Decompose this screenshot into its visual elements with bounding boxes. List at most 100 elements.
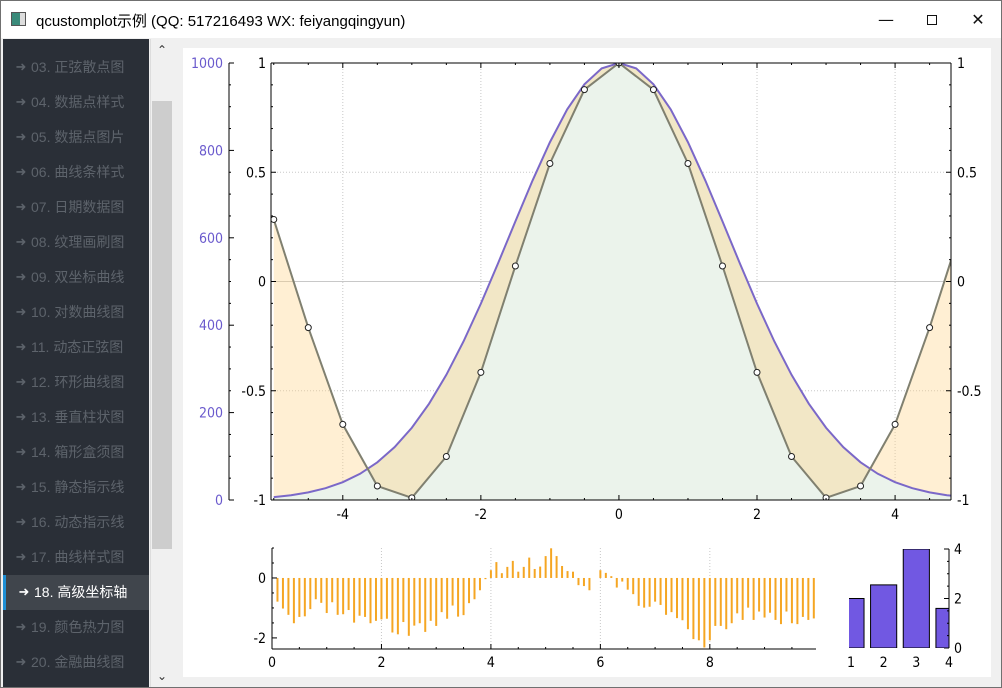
- sidebar-item[interactable]: ➜ 12. 环形曲线图: [3, 365, 149, 400]
- sidebar-item[interactable]: ➜ 11. 动态正弦图: [3, 330, 149, 365]
- arrow-right-icon: ➜: [15, 654, 27, 669]
- arrow-right-icon: ➜: [15, 199, 27, 214]
- x-tick-label: 3: [912, 655, 920, 671]
- plot-canvas[interactable]: -4 -2 0 2 4-1 -1-0.5 -0.50 00.5 0.51 102004006008…: [183, 48, 991, 677]
- sidebar-item[interactable]: ➜ 05. 数据点图片: [3, 120, 149, 155]
- y-left-tick-label: 400: [199, 318, 223, 334]
- x-tick-label: 6: [596, 655, 604, 671]
- sidebar-item-label: 19. 颜色热力图: [31, 619, 125, 635]
- cos-data-point: [753, 368, 761, 376]
- x-tick-label: 4: [487, 655, 495, 671]
- sidebar-item[interactable]: ➜ 16. 动态指示线: [3, 505, 149, 540]
- sidebar-item[interactable]: ➜ 18. 高级坐标轴: [3, 574, 149, 610]
- sidebar-item[interactable]: ➜ 20. 金融曲线图: [3, 645, 149, 680]
- cos-data-point: [788, 453, 796, 461]
- sidebar-item[interactable]: ➜ 17. 曲线样式图: [3, 540, 149, 575]
- chevron-up-icon[interactable]: ⌃: [156, 43, 168, 57]
- sidebar-item[interactable]: ➜ 14. 箱形盒须图: [3, 435, 149, 470]
- sidebar-item[interactable]: ➜ 06. 曲线条样式: [3, 155, 149, 190]
- title-bar: qcustomplot示例 (QQ: 517216493 WX: feiyang…: [1, 1, 1001, 38]
- y-inner-tick-label: -1: [253, 493, 266, 509]
- plot-panel: -4 -2 0 2 4 -1 -1 -0.5 -0.5 0 0 0.5 0.5 1 1 0 200 400 600 8…: [183, 48, 991, 677]
- scrollbar-thumb[interactable]: [152, 101, 172, 549]
- sidebar-item[interactable]: ➜ 07. 日期数据图: [3, 190, 149, 225]
- x-tick-label: 8: [706, 655, 714, 671]
- cos-data-point: [822, 494, 830, 500]
- y-left-tick-label: 0: [215, 493, 223, 509]
- y-tick-label: 0: [954, 641, 962, 657]
- arrow-right-icon: ➜: [15, 94, 27, 109]
- sidebar-item-label: 05. 数据点图片: [31, 129, 125, 145]
- main-plot-area: [271, 63, 967, 500]
- sidebar-item[interactable]: ➜ 09. 双坐标曲线: [3, 260, 149, 295]
- sidebar-item[interactable]: ➜ 15. 静态指示线: [3, 470, 149, 505]
- sidebar-item[interactable]: ➜ 13. 垂直柱状图: [3, 400, 149, 435]
- sidebar-item[interactable]: ➜ 03. 正弦散点图: [3, 50, 149, 85]
- x-tick-label: 1: [847, 655, 855, 671]
- y-tick-label: -2: [253, 631, 266, 647]
- sidebar-nav: ➜ 03. 正弦散点图 ➜ 04. 数据点样式 ➜ 05. 数据点图片 ➜ 06. 曲线条样式…: [3, 39, 149, 687]
- cos-data-point: [718, 262, 726, 270]
- sidebar-item[interactable]: ➜ 04. 数据点样式: [3, 85, 149, 120]
- arrow-right-icon: ➜: [15, 269, 27, 284]
- cos-data-point: [304, 324, 312, 332]
- arrow-right-icon: ➜: [15, 514, 27, 529]
- window-title: qcustomplot示例 (QQ: 517216493 WX: feiyang…: [36, 13, 406, 30]
- sidebar-item[interactable]: ➜ 10. 对数曲线图: [3, 295, 149, 330]
- cos-data-point: [926, 324, 934, 332]
- y-left-tick-label: 800: [199, 143, 223, 159]
- sidebar-item[interactable]: ➜ 08. 纹理画刷图: [3, 225, 149, 260]
- bar: [849, 598, 865, 648]
- y-left-tick-label: 200: [199, 406, 223, 422]
- x-tick-label: 2: [753, 507, 761, 523]
- channel-fill: [273, 63, 951, 498]
- arrow-right-icon: ➜: [15, 339, 27, 354]
- cos-data-point: [961, 216, 967, 222]
- y-right-tick-label: 0: [957, 275, 965, 291]
- minimize-icon: —: [878, 10, 894, 29]
- y-right-tick-label: -1: [957, 493, 970, 509]
- app-icon: [11, 12, 26, 26]
- arrow-right-icon: ➜: [15, 619, 27, 634]
- arrow-right-icon: ➜: [15, 374, 27, 389]
- sidebar-item-label: 11. 动态正弦图: [31, 339, 124, 355]
- sidebar-item-label: 12. 环形曲线图: [31, 374, 125, 390]
- sidebar-item-label: 16. 动态指示线: [31, 514, 125, 530]
- maximize-button[interactable]: [909, 1, 955, 38]
- y-left-tick-label: 600: [199, 231, 223, 247]
- y-right-tick-label: 1: [957, 56, 965, 72]
- cos-data-point: [339, 420, 347, 428]
- arrow-right-icon: ➜: [15, 59, 27, 74]
- sidebar-item-label: 08. 纹理画刷图: [31, 234, 125, 250]
- y-tick-label: 4: [954, 542, 962, 558]
- chevron-down-icon[interactable]: ⌄: [156, 669, 168, 683]
- sidebar-item-label: 03. 正弦散点图: [31, 59, 125, 75]
- arrow-right-icon: ➜: [15, 444, 27, 459]
- y-right-tick-label: 0.5: [957, 165, 977, 181]
- sidebar-item-label: 09. 双坐标曲线: [31, 269, 125, 285]
- cos-data-point: [857, 482, 865, 490]
- cos-data-point: [408, 494, 416, 500]
- y-inner-tick-label: 0.5: [246, 165, 266, 181]
- arrow-right-icon: ➜: [15, 304, 27, 319]
- cos-data-point: [477, 368, 485, 376]
- impulse-plot-area: [276, 548, 815, 649]
- cos-data-point: [684, 160, 692, 168]
- sidebar-item-label: 18. 高级坐标轴: [34, 584, 128, 600]
- cos-data-point: [891, 420, 899, 428]
- sidebar-item-label: 13. 垂直柱状图: [31, 409, 125, 425]
- gauss-line: [273, 63, 951, 499]
- sidebar-item-label: 07. 日期数据图: [31, 199, 125, 215]
- sidebar-scrollbar[interactable]: ⌃ ⌄: [150, 39, 172, 687]
- sidebar-item[interactable]: ➜ 19. 颜色热力图: [3, 610, 149, 645]
- cos-data-point: [373, 482, 381, 490]
- minimize-button[interactable]: —: [863, 1, 909, 38]
- cos-line: [272, 63, 951, 499]
- x-tick-label: 2: [880, 655, 888, 671]
- bar: [870, 584, 898, 648]
- sidebar-item-label: 15. 静态指示线: [31, 479, 125, 495]
- close-button[interactable]: ✕: [955, 1, 1001, 38]
- close-icon: ✕: [971, 10, 985, 29]
- y-inner-tick-label: -0.5: [241, 384, 266, 400]
